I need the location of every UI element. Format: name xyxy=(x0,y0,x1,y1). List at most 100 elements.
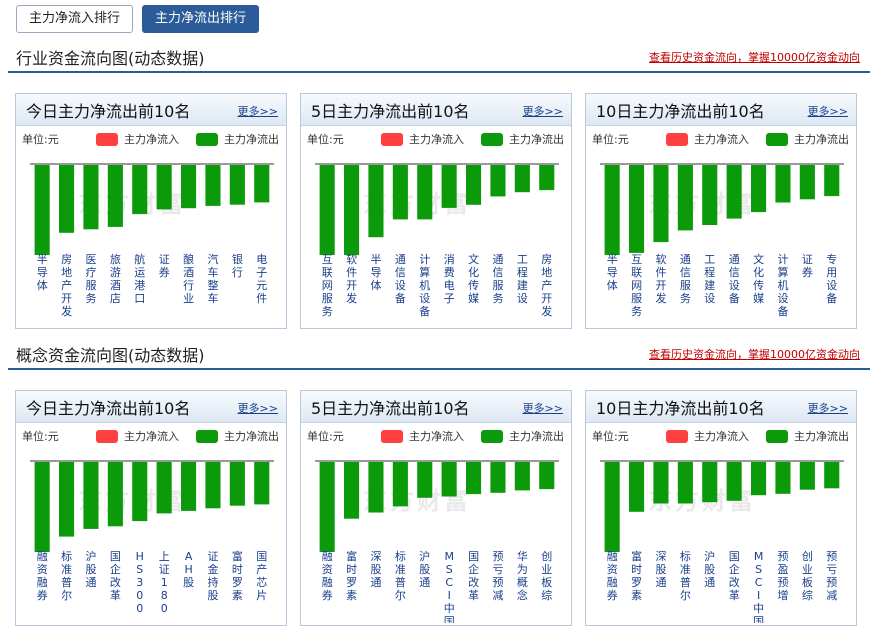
bar[interactable] xyxy=(514,462,530,491)
bar[interactable] xyxy=(751,462,767,496)
bar[interactable] xyxy=(319,165,335,255)
category-label[interactable]: 互联网服务 xyxy=(631,253,642,318)
bar[interactable] xyxy=(254,165,270,203)
category-label[interactable]: 深股通 xyxy=(656,550,667,589)
category-label[interactable]: 通信设备 xyxy=(729,253,740,305)
bar[interactable] xyxy=(824,165,840,197)
category-label[interactable]: 银行 xyxy=(232,252,243,279)
bar[interactable] xyxy=(702,462,718,503)
bar[interactable] xyxy=(392,165,408,220)
bar[interactable] xyxy=(466,165,482,205)
bar[interactable] xyxy=(344,462,360,519)
bar[interactable] xyxy=(539,165,555,191)
category-label[interactable]: 预亏预减 xyxy=(826,550,837,602)
tab-net-outflow-ranking[interactable]: 主力净流出排行 xyxy=(142,5,260,33)
bar[interactable] xyxy=(677,165,693,231)
category-label[interactable]: 融资融券 xyxy=(607,550,618,602)
bar[interactable] xyxy=(205,462,221,509)
bar[interactable] xyxy=(34,165,50,255)
bar[interactable] xyxy=(59,165,75,233)
bar[interactable] xyxy=(604,462,620,552)
category-label[interactable]: 通信设备 xyxy=(395,253,406,305)
history-flow-link[interactable]: 查看历史资金流向，掌握10000亿资金动向 xyxy=(649,51,860,64)
category-label[interactable]: 互联网服务 xyxy=(322,253,333,318)
category-label[interactable]: 标准普尔 xyxy=(680,549,691,602)
category-label[interactable]: 国企改革 xyxy=(729,550,740,602)
bar[interactable] xyxy=(229,165,245,205)
bar[interactable] xyxy=(107,165,123,227)
category-label[interactable]: 国企改革 xyxy=(468,550,479,602)
category-label[interactable]: 消费电子 xyxy=(444,252,455,305)
bar[interactable] xyxy=(132,165,148,215)
category-label[interactable]: M S C I 中国 xyxy=(444,550,455,623)
bar[interactable] xyxy=(799,165,815,200)
bar[interactable] xyxy=(677,462,693,504)
bar[interactable] xyxy=(441,462,457,497)
category-label[interactable]: 预盈预增 xyxy=(778,550,789,602)
bar[interactable] xyxy=(156,165,172,210)
category-label[interactable]: 酿酒行业 xyxy=(183,252,194,305)
category-label[interactable]: 文化传媒 xyxy=(468,252,479,305)
category-label[interactable]: 证券 xyxy=(159,253,170,279)
bar[interactable] xyxy=(132,462,148,522)
category-label[interactable]: 融资融券 xyxy=(322,550,333,602)
category-label[interactable]: 标准普尔 xyxy=(395,549,406,602)
bar[interactable] xyxy=(368,462,384,513)
category-label[interactable]: 华为概念 xyxy=(517,549,528,602)
bar[interactable] xyxy=(59,462,75,537)
category-label[interactable]: 富时罗素 xyxy=(631,549,642,602)
bar[interactable] xyxy=(653,165,669,243)
bar[interactable] xyxy=(726,462,742,501)
more-link[interactable]: 更多>> xyxy=(522,402,563,415)
bar[interactable] xyxy=(254,462,270,505)
category-label[interactable]: 医疗服务 xyxy=(86,253,97,305)
category-label[interactable]: 软件开发 xyxy=(656,252,667,305)
bar[interactable] xyxy=(775,462,791,494)
category-label[interactable]: 证券 xyxy=(802,253,813,279)
category-label[interactable]: 工程建设 xyxy=(704,253,715,305)
category-label[interactable]: 国产芯片 xyxy=(256,550,267,602)
category-label[interactable]: 通信服务 xyxy=(680,253,691,305)
bar[interactable] xyxy=(83,462,99,529)
bar[interactable] xyxy=(107,462,123,527)
category-label[interactable]: 半导体 xyxy=(371,252,382,292)
more-link[interactable]: 更多>> xyxy=(522,105,563,118)
category-label[interactable]: 标准普尔 xyxy=(61,549,72,602)
bar[interactable] xyxy=(490,462,506,493)
category-label[interactable]: 创业板综 xyxy=(802,550,813,602)
category-label[interactable]: 证金持股 xyxy=(208,550,219,602)
category-label[interactable]: 创业板综 xyxy=(541,550,552,602)
bar[interactable] xyxy=(604,165,620,255)
category-label[interactable]: 沪股通 xyxy=(86,549,97,589)
more-link[interactable]: 更多>> xyxy=(807,402,848,415)
bar[interactable] xyxy=(653,462,669,504)
bar[interactable] xyxy=(319,462,335,552)
bar[interactable] xyxy=(368,165,384,238)
category-label[interactable]: 半导体 xyxy=(607,252,618,292)
category-label[interactable]: 旅游酒店 xyxy=(110,252,121,305)
category-label[interactable]: 汽车整车 xyxy=(208,252,219,305)
category-label[interactable]: 预亏预减 xyxy=(493,550,504,602)
category-label[interactable]: 沪股通 xyxy=(419,549,430,589)
bar[interactable] xyxy=(441,165,457,208)
bar[interactable] xyxy=(702,165,718,225)
category-label[interactable]: 上证 1 8 0 _ xyxy=(159,550,170,623)
category-label[interactable]: 富时罗素 xyxy=(232,549,243,602)
more-link[interactable]: 更多>> xyxy=(237,402,278,415)
more-link[interactable]: 更多>> xyxy=(807,105,848,118)
category-label[interactable]: 沪股通 xyxy=(704,549,715,589)
bar[interactable] xyxy=(417,165,433,220)
category-label[interactable]: 航运港口 xyxy=(134,252,145,305)
category-label[interactable]: 国企改革 xyxy=(110,550,121,602)
category-label[interactable]: 融资融券 xyxy=(37,550,48,602)
bar[interactable] xyxy=(392,462,408,507)
bar[interactable] xyxy=(181,165,197,209)
category-label[interactable]: 计算机设备 xyxy=(778,253,789,318)
bar[interactable] xyxy=(34,462,50,552)
bar[interactable] xyxy=(205,165,221,206)
bar[interactable] xyxy=(629,165,645,253)
more-link[interactable]: 更多>> xyxy=(237,105,278,118)
category-label[interactable]: H S 3 0 0 _ xyxy=(136,550,144,623)
category-label[interactable]: 软件开发 xyxy=(346,252,357,305)
